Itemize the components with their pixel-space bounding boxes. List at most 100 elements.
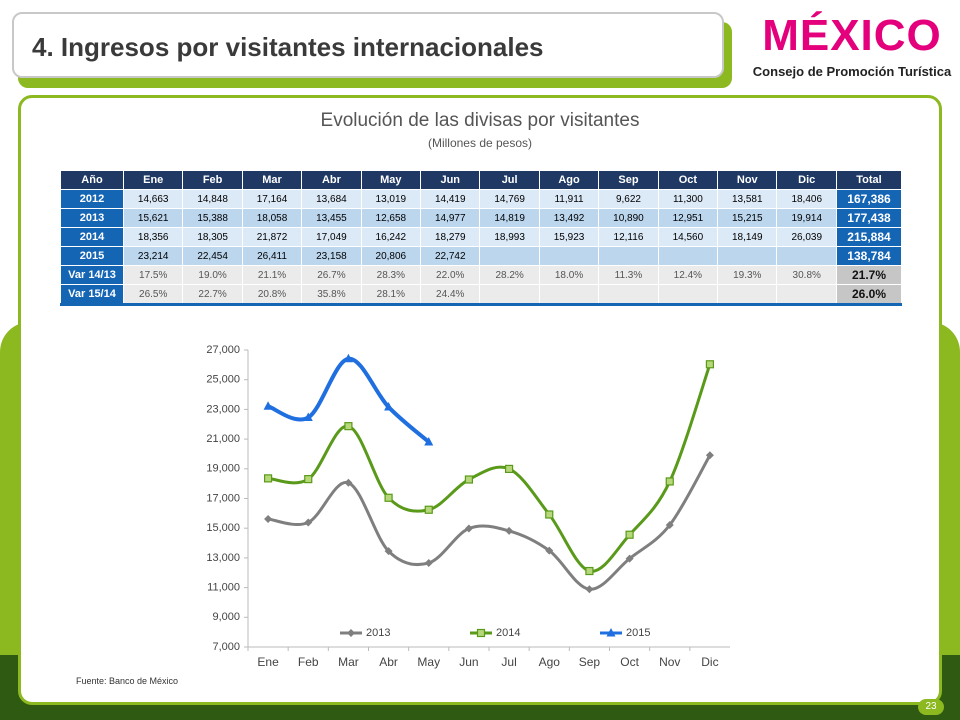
table-cell: 12,658 bbox=[360, 208, 422, 228]
table-cell: 26.0% bbox=[836, 284, 902, 305]
marker bbox=[263, 474, 273, 483]
table-cell: 15,388 bbox=[182, 208, 243, 228]
table-cell: 20.8% bbox=[241, 284, 303, 305]
column-header: Abr bbox=[301, 170, 362, 190]
table-cell: 13,684 bbox=[301, 189, 362, 209]
marker bbox=[384, 547, 393, 556]
y-tick-label: 7,000 bbox=[212, 641, 240, 653]
x-tick-label: May bbox=[417, 655, 440, 669]
table-cell: 12,951 bbox=[657, 208, 719, 228]
table-cell: 19.0% bbox=[182, 265, 243, 285]
marker bbox=[545, 546, 554, 555]
table-cell: 9,622 bbox=[598, 189, 659, 209]
marker bbox=[424, 436, 434, 446]
column-header: Total bbox=[836, 170, 902, 190]
table-cell bbox=[776, 246, 837, 266]
y-tick-label: 25,000 bbox=[206, 374, 240, 386]
marker bbox=[464, 475, 474, 484]
table-cell: 24.4% bbox=[420, 284, 481, 305]
table-cell: 11,300 bbox=[657, 189, 719, 209]
row-label: 2014 bbox=[60, 227, 124, 247]
table-cell: 17,049 bbox=[301, 227, 362, 247]
marker bbox=[303, 412, 313, 422]
table-cell: 16,242 bbox=[360, 227, 422, 247]
legend-label: 2013 bbox=[366, 627, 390, 639]
logo-subtitle: Consejo de Promoción Turística bbox=[752, 64, 952, 79]
column-header: Ago bbox=[538, 170, 600, 190]
table-row: 2015 23,214 22,454 26,411 23,158 20,806 22,742… bbox=[60, 246, 902, 266]
source-note: Fuente: Banco de México bbox=[76, 676, 179, 686]
table-cell: 23,158 bbox=[301, 246, 362, 266]
y-tick-label: 21,000 bbox=[206, 433, 240, 445]
table-cell bbox=[657, 284, 719, 305]
row-label: 2012 bbox=[60, 189, 124, 209]
table-cell: 26,411 bbox=[241, 246, 303, 266]
table-cell: 138,784 bbox=[836, 246, 902, 266]
x-tick-label: Feb bbox=[298, 655, 319, 669]
table-cell: 35.8% bbox=[301, 284, 362, 305]
x-tick-label: Nov bbox=[659, 655, 680, 669]
table-row: 2012 14,663 14,848 17,164 13,684 13,019 14,419… bbox=[60, 189, 902, 209]
y-tick-label: 15,000 bbox=[206, 522, 240, 534]
table-cell: 21.7% bbox=[836, 265, 902, 285]
y-tick-label: 19,000 bbox=[206, 463, 240, 475]
table-cell: 18,406 bbox=[776, 189, 837, 209]
table-cell: 26,039 bbox=[776, 227, 837, 247]
marker bbox=[504, 464, 514, 474]
legend-label: 2014 bbox=[496, 627, 520, 639]
logo-word: MÉXICO bbox=[762, 11, 942, 60]
marker bbox=[625, 530, 634, 539]
legend-label: 2015 bbox=[626, 627, 650, 639]
table-cell: 21,872 bbox=[241, 227, 303, 247]
column-header: Año bbox=[60, 170, 124, 190]
marker bbox=[343, 353, 353, 363]
table-cell bbox=[598, 284, 659, 305]
marker bbox=[705, 451, 714, 460]
table-cell: 15,215 bbox=[717, 208, 778, 228]
data-table: Año Ene Feb Mar Abr May Jun Jul Ago Sep Oct Nov Dic T… bbox=[60, 170, 902, 306]
y-tick-label: 27,000 bbox=[206, 344, 240, 356]
marker bbox=[384, 402, 394, 411]
table-cell: 17.5% bbox=[122, 265, 184, 285]
header-row: Año Ene Feb Mar Abr May Jun Jul Ago Sep Oct Nov Dic T… bbox=[60, 170, 902, 190]
column-header: Nov bbox=[717, 170, 778, 190]
marker bbox=[476, 628, 486, 638]
table-cell: 22,454 bbox=[182, 246, 243, 266]
marker bbox=[304, 518, 313, 527]
y-tick-label: 13,000 bbox=[206, 552, 240, 564]
table-cell: 14,560 bbox=[657, 227, 719, 247]
row-label: 2015 bbox=[60, 246, 124, 266]
table-cell: 28.1% bbox=[360, 284, 422, 305]
column-header: Dic bbox=[776, 170, 837, 190]
y-tick-label: 11,000 bbox=[207, 582, 240, 594]
marker bbox=[304, 475, 313, 484]
series-line bbox=[267, 454, 712, 591]
x-tick-label: Ago bbox=[539, 655, 561, 669]
x-tick-label: Dic bbox=[701, 655, 718, 669]
table-cell: 11.3% bbox=[598, 265, 659, 285]
table-cell bbox=[776, 284, 837, 305]
table-cell: 26.7% bbox=[301, 265, 362, 285]
marker bbox=[705, 360, 715, 369]
row-label: 2013 bbox=[60, 208, 124, 228]
table-cell: 19.3% bbox=[717, 265, 778, 285]
x-tick-label: Jun bbox=[459, 655, 478, 669]
marker bbox=[344, 478, 353, 487]
table-cell: 12,116 bbox=[598, 227, 659, 247]
table-cell bbox=[479, 284, 540, 305]
column-header: Feb bbox=[182, 170, 243, 190]
table-cell: 18,149 bbox=[717, 227, 778, 247]
table-cell: 20,806 bbox=[360, 246, 422, 266]
marker bbox=[585, 566, 594, 576]
table-cell: 30.8% bbox=[776, 265, 837, 285]
x-tick-label: Ene bbox=[257, 655, 279, 669]
marker bbox=[347, 629, 355, 637]
x-tick-label: Jul bbox=[501, 655, 516, 669]
marker bbox=[384, 493, 393, 502]
table-cell: 12.4% bbox=[657, 265, 719, 285]
table-cell: 14,663 bbox=[122, 189, 184, 209]
table-cell: 22.7% bbox=[182, 284, 243, 305]
marker bbox=[424, 558, 433, 567]
marker bbox=[424, 505, 433, 514]
